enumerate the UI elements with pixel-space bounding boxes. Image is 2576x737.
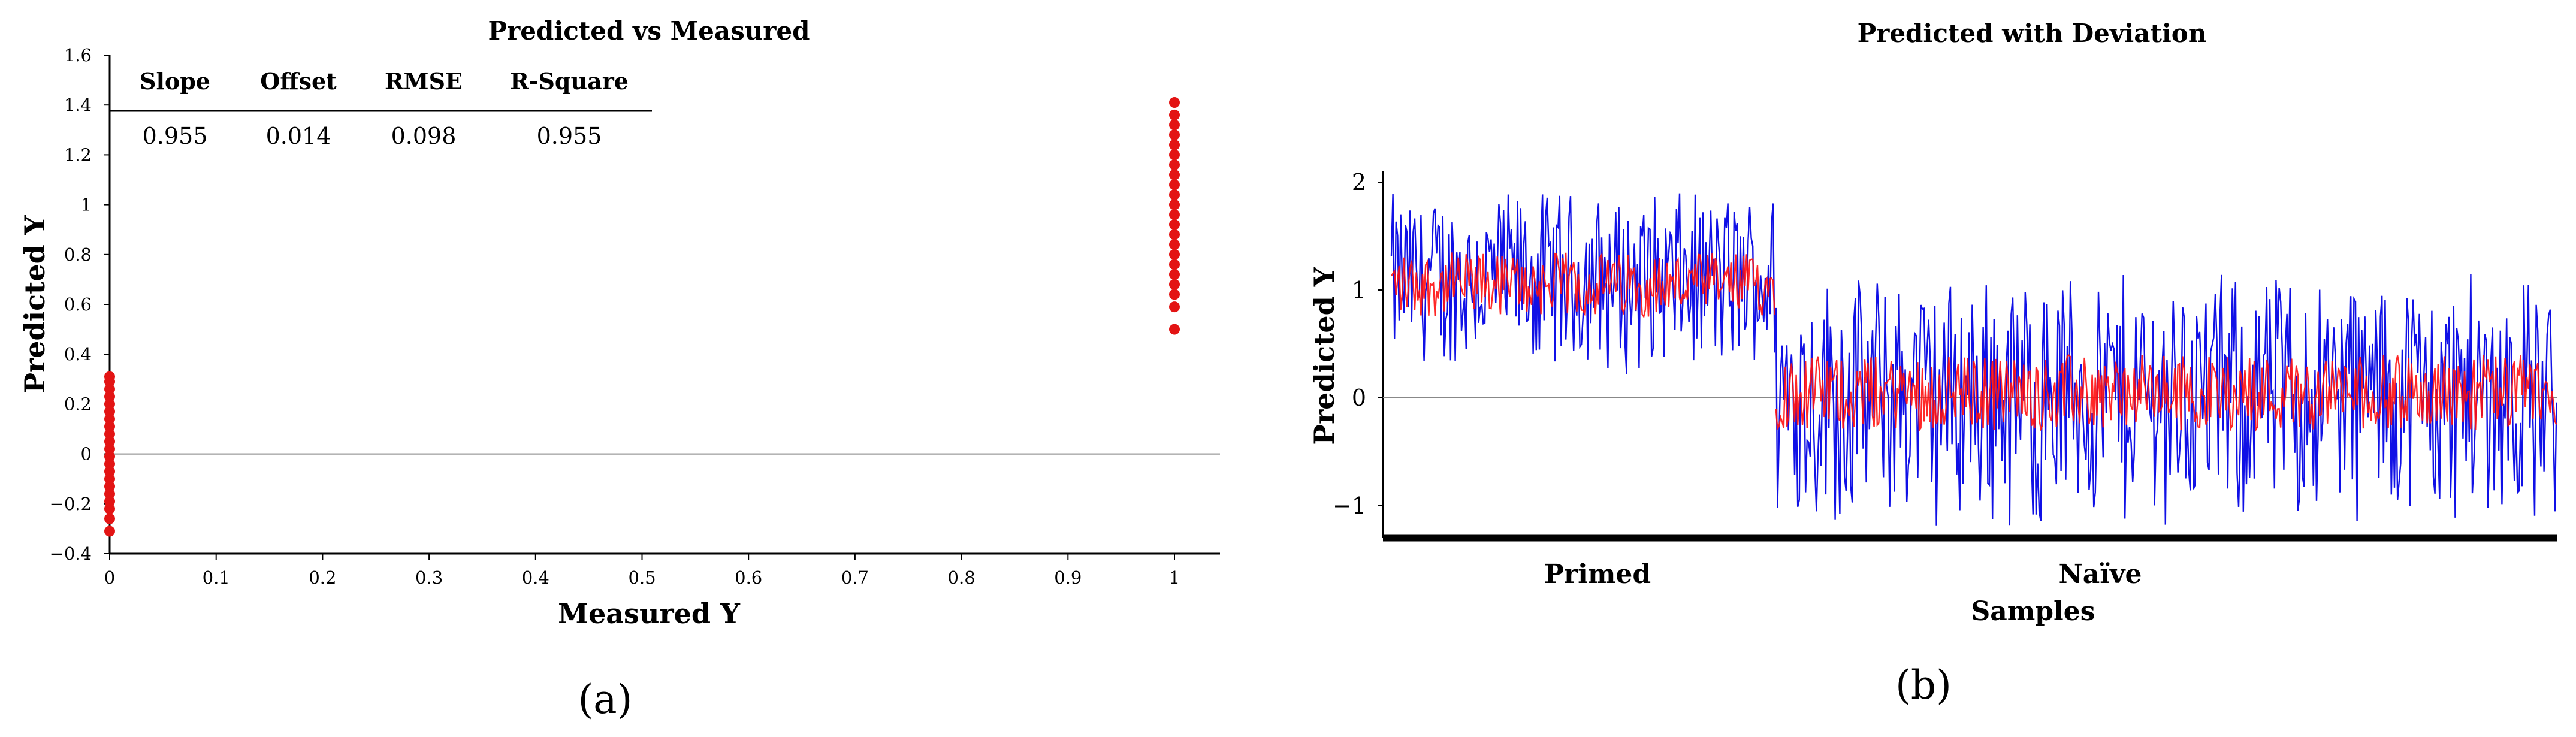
chart-a-y-ticks: −0.4 −0.2 0 0.2 0.4 0.6 0.8 1 1.2 1.4 1.6 (50, 45, 110, 564)
y-tick-label: 0.8 (64, 244, 92, 265)
scatter-point (104, 488, 115, 500)
predicted-trace-naive (1775, 354, 2557, 433)
scatter-point (104, 443, 115, 455)
y-tick-label: 1 (81, 195, 92, 215)
stats-header-slope: Slope (140, 68, 210, 95)
stats-value-rmse: 0.098 (391, 123, 457, 149)
scatter-point (104, 421, 115, 432)
scatter-point (104, 451, 115, 462)
y-tick-label: 0 (81, 444, 92, 464)
scatter-point (104, 398, 115, 410)
scatter-point (104, 383, 115, 395)
chart-b-series (1390, 193, 2557, 526)
scatter-point (104, 371, 115, 382)
chart-a-title: Predicted vs Measured (488, 16, 810, 46)
chart-b-category-primed: Primed (1544, 559, 1651, 590)
y-tick-label: 1.2 (64, 144, 92, 165)
chart-b-title: Predicted with Deviation (1858, 19, 2207, 48)
scatter-point (1169, 149, 1180, 161)
panel-b-line-chart: Predicted with Deviation 2 1 0 −1 Primed Na… (1308, 19, 2557, 708)
stats-value-offset: 0.014 (266, 123, 331, 149)
x-tick-label: 0.9 (1054, 567, 1082, 588)
chart-a-x-label: Measured Y (558, 597, 741, 630)
scatter-point (1169, 229, 1180, 240)
scatter-point (104, 391, 115, 402)
scatter-point (104, 458, 115, 470)
y-tick-label: 0.4 (64, 344, 92, 364)
scatter-point (1169, 239, 1180, 250)
scatter-point (104, 481, 115, 492)
x-tick-label: 0.3 (415, 567, 443, 588)
y-tick-label: 1.4 (64, 95, 92, 115)
scatter-point (104, 473, 115, 485)
y-tick-label: 2 (1352, 169, 1366, 195)
scatter-point (1169, 289, 1180, 300)
y-tick-label: 1.6 (64, 45, 92, 65)
scatter-point (104, 513, 115, 524)
chart-b-category-naive: Naïve (2058, 559, 2142, 590)
x-tick-label: 0.5 (628, 567, 656, 588)
predicted-trace-primed (1390, 252, 1775, 319)
x-tick-label: 0 (104, 567, 115, 588)
panel-a-scatter-chart: Predicted vs Measured −0.4 −0.2 0 0.2 0.4 0.6… (19, 16, 1220, 723)
stats-value-slope: 0.955 (143, 123, 208, 149)
scatter-point (104, 406, 115, 417)
scatter-point (1169, 249, 1180, 260)
stats-header-rmse: RMSE (385, 68, 463, 95)
scatter-point (104, 413, 115, 425)
stats-header-offset: Offset (260, 68, 337, 95)
x-tick-label: 1 (1169, 567, 1180, 588)
scatter-point (104, 496, 115, 507)
y-tick-label: −0.2 (50, 494, 92, 514)
scatter-point (1169, 219, 1180, 230)
chart-a-points (104, 97, 1180, 537)
stats-table: Slope Offset RMSE R-Square 0.955 0.014 0… (110, 68, 652, 149)
y-tick-label: 1 (1352, 277, 1366, 303)
stats-value-rsquare: 0.955 (537, 123, 602, 149)
scatter-point (1169, 169, 1180, 180)
y-tick-label: −0.4 (50, 543, 92, 564)
scatter-point (104, 525, 115, 537)
panel-label-b: (b) (1895, 662, 1952, 708)
scatter-point (1169, 97, 1180, 108)
scatter-point (1169, 139, 1180, 150)
y-tick-label: 0 (1352, 385, 1366, 411)
scatter-point (1169, 324, 1180, 335)
scatter-point (1169, 159, 1180, 171)
scatter-point (104, 428, 115, 440)
scatter-point (1169, 269, 1180, 280)
x-tick-label: 0.1 (203, 567, 230, 588)
scatter-point (1169, 259, 1180, 270)
scatter-point (1169, 199, 1180, 210)
x-tick-label: 0.6 (735, 567, 762, 588)
scatter-point (1169, 279, 1180, 290)
panel-label-a: (a) (578, 676, 633, 723)
x-tick-label: 0.2 (309, 567, 336, 588)
scatter-point (104, 466, 115, 477)
chart-b-x-label: Samples (1971, 596, 2095, 627)
y-tick-label: 0.2 (64, 394, 92, 414)
x-tick-label: 0.7 (841, 567, 869, 588)
scatter-point (104, 503, 115, 515)
scatter-point (1169, 189, 1180, 200)
scatter-point (1169, 109, 1180, 120)
y-tick-label: −1 (1333, 493, 1366, 519)
x-tick-label: 0.4 (522, 567, 549, 588)
scatter-point (104, 436, 115, 447)
y-tick-label: 0.6 (64, 294, 92, 315)
scatter-point (1169, 119, 1180, 131)
stats-header-rsquare: R-Square (510, 68, 629, 95)
scatter-point (1169, 209, 1180, 221)
scatter-point (1169, 301, 1180, 313)
chart-b-y-ticks: 2 1 0 −1 (1333, 169, 1383, 519)
chart-b-y-label: Predicted Y (1308, 266, 1340, 445)
scatter-point (1169, 129, 1180, 141)
chart-a-x-ticks: 0 0.1 0.2 0.3 0.4 0.5 0.6 0.7 0.8 0.9 1 (104, 554, 1180, 588)
deviation-trace-primed (1390, 193, 1775, 374)
x-tick-label: 0.8 (948, 567, 976, 588)
chart-a-y-label: Predicted Y (19, 215, 51, 393)
scatter-point (1169, 179, 1180, 191)
